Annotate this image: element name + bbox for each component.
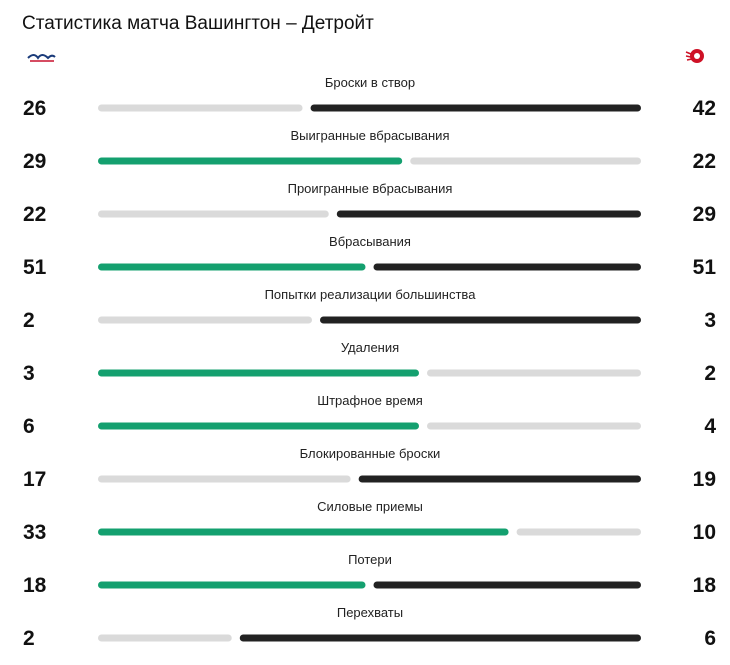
away-bar: [516, 528, 641, 536]
away-bar: [427, 422, 641, 430]
home-value: 51: [23, 256, 47, 279]
chart-title: Статистика матча Вашингтон – Детройт: [22, 13, 374, 34]
away-bar: [310, 104, 641, 112]
home-value: 18: [23, 574, 47, 597]
home-value: 22: [23, 203, 46, 226]
home-value: 26: [23, 97, 46, 120]
home-bar: [98, 104, 303, 112]
away-bar: [410, 157, 641, 165]
home-bar: [98, 316, 312, 324]
home-value: 6: [23, 415, 35, 438]
home-bar: [98, 422, 419, 430]
home-value: 2: [23, 627, 35, 650]
away-bar: [336, 210, 641, 218]
stat-label: Вбрасывания: [329, 234, 411, 249]
home-bar: [98, 581, 366, 589]
home-bar: [98, 528, 509, 536]
home-bar: [98, 157, 403, 165]
home-bar: [98, 475, 351, 483]
stat-label: Перехваты: [337, 605, 403, 620]
stat-label: Блокированные броски: [300, 446, 441, 461]
stat-label: Штрафное время: [317, 393, 423, 408]
away-bar: [320, 316, 641, 324]
stat-label: Удаления: [341, 340, 399, 355]
away-value: 42: [693, 97, 716, 120]
away-value: 6: [704, 627, 716, 650]
stat-label: Проигранные вбрасывания: [288, 181, 453, 196]
home-value: 2: [23, 309, 35, 332]
home-logo: [27, 54, 56, 62]
away-value: 4: [704, 415, 716, 438]
away-value: 29: [693, 203, 716, 226]
away-value: 19: [693, 468, 716, 491]
away-value: 51: [693, 256, 717, 279]
home-bar: [98, 369, 419, 377]
away-value: 18: [693, 574, 717, 597]
home-bar: [98, 634, 232, 642]
home-value: 29: [23, 150, 46, 173]
stat-label: Силовые приемы: [317, 499, 423, 514]
home-bar: [98, 263, 366, 271]
stat-label: Попытки реализации большинства: [265, 287, 477, 302]
away-bar: [427, 369, 641, 377]
away-bar: [373, 263, 641, 271]
stat-label: Броски в створ: [325, 75, 415, 90]
away-value: 3: [704, 309, 716, 332]
stat-label: Потери: [348, 552, 392, 567]
away-logo: [685, 49, 704, 63]
away-value: 10: [693, 521, 716, 544]
away-bar: [239, 634, 641, 642]
home-value: 33: [23, 521, 46, 544]
away-bar: [358, 475, 641, 483]
home-bar: [98, 210, 329, 218]
away-value: 2: [704, 362, 716, 385]
away-bar: [373, 581, 641, 589]
home-value: 17: [23, 468, 46, 491]
away-value: 22: [693, 150, 716, 173]
home-value: 3: [23, 362, 35, 385]
stat-label: Выигранные вбрасывания: [290, 128, 449, 143]
